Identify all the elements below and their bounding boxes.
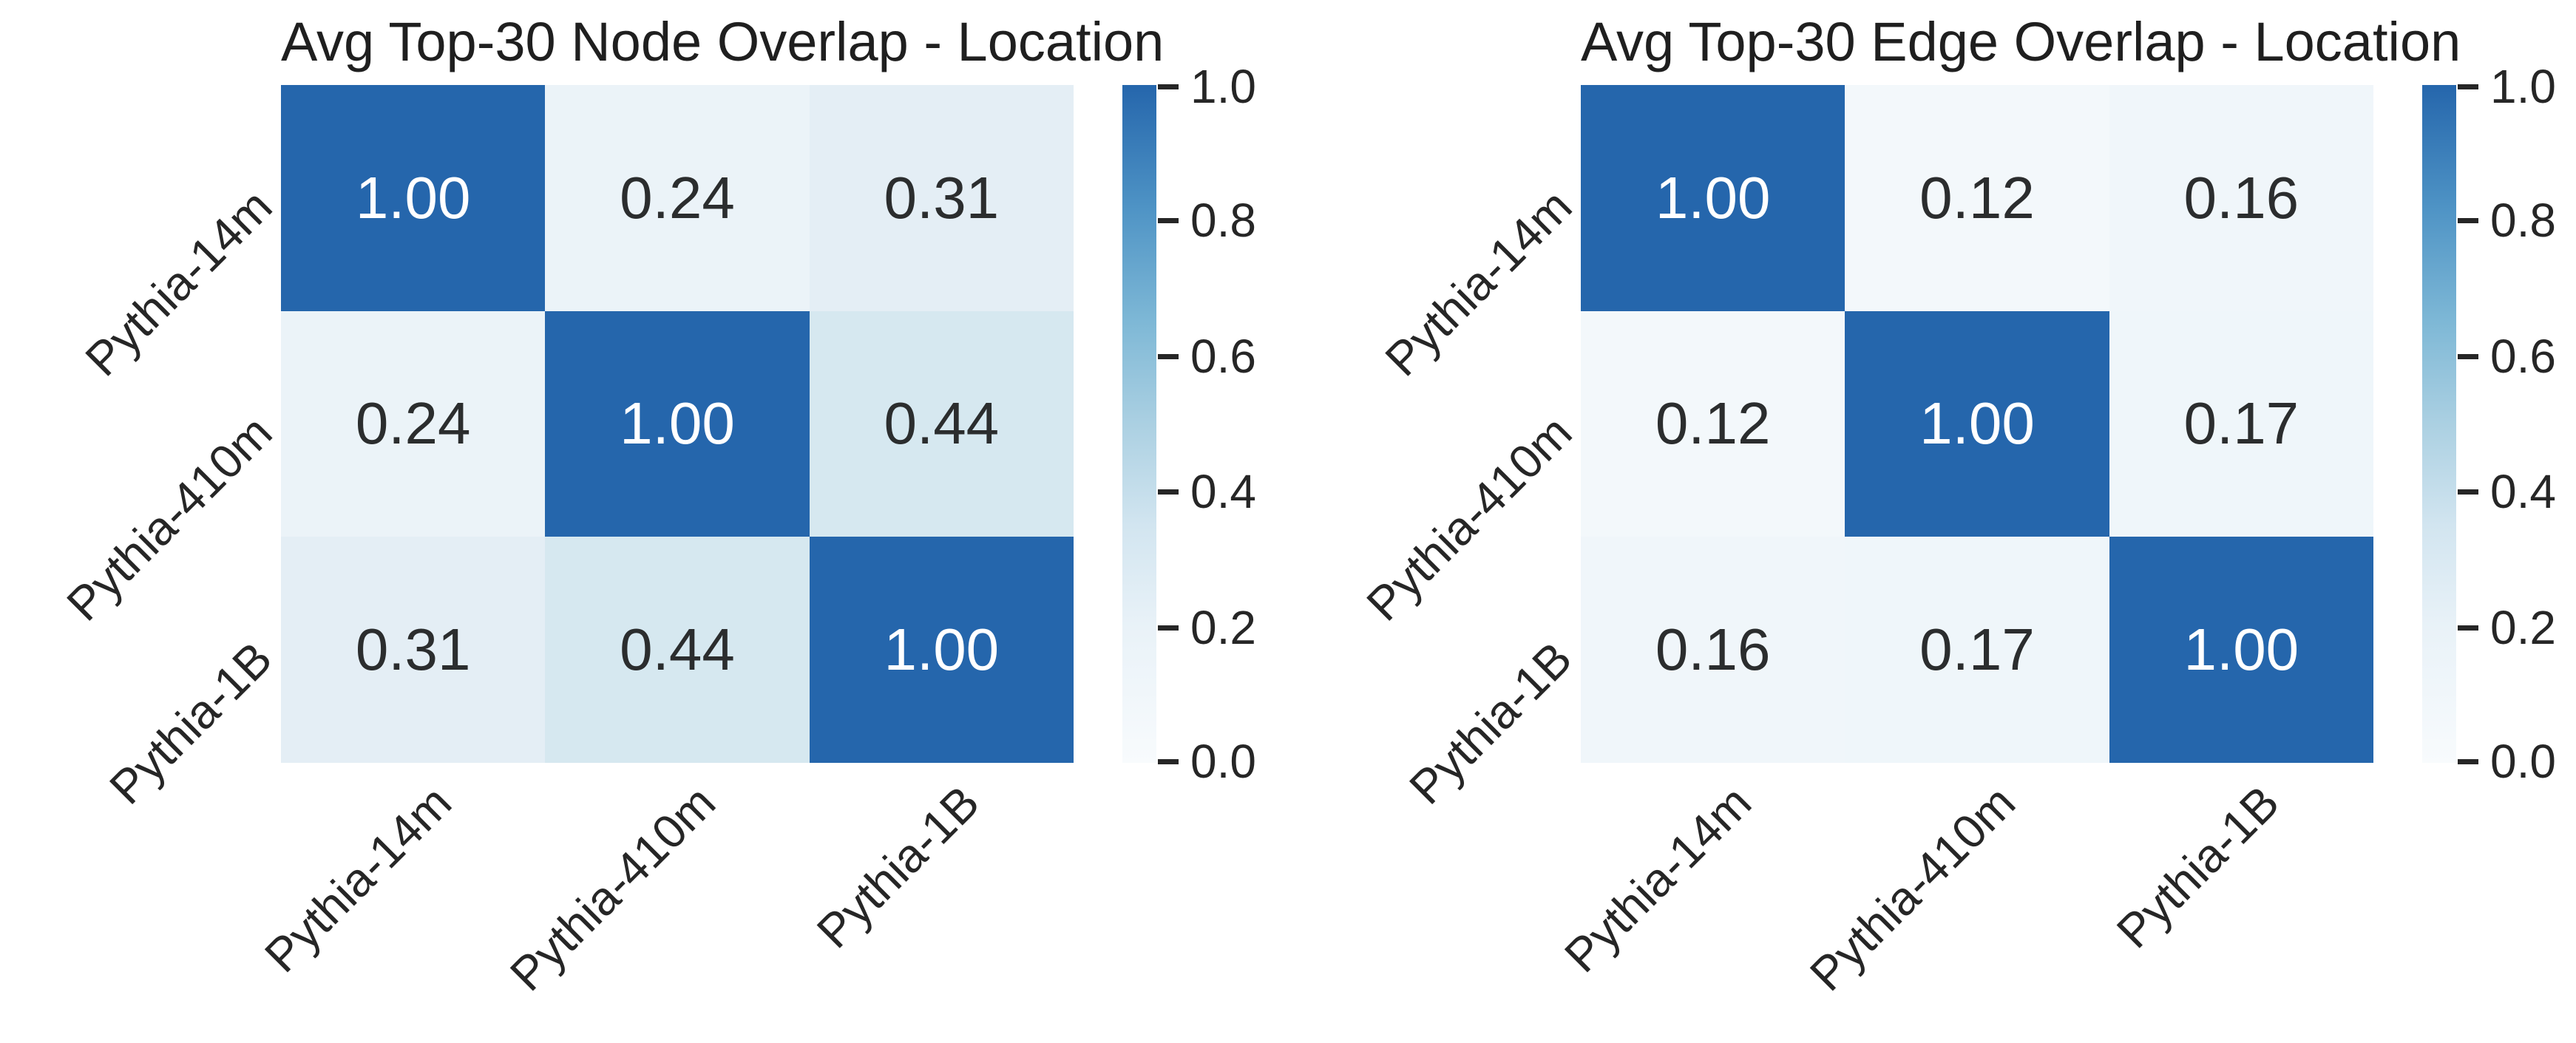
heatmap-cell: 1.00 xyxy=(2109,537,2373,763)
colorbar xyxy=(1122,85,1156,763)
heatmap-cell: 0.24 xyxy=(281,310,546,537)
colorbar-tick-label: 0.8 xyxy=(1190,194,1256,247)
cell-value: 0.16 xyxy=(1655,616,1771,683)
y-tick-label: Pythia-410m xyxy=(56,405,282,631)
heatmap-cell: 1.00 xyxy=(1581,85,1845,311)
panel-title: Avg Top-30 Node Overlap - Location xyxy=(281,11,1165,72)
heatmap-grid: 1.00 0.12 0.16 0.12 1.00 0.17 0.16 0.17 … xyxy=(1581,85,2373,763)
colorbar-tick-label: 0.2 xyxy=(1190,601,1256,654)
cell-value: 0.44 xyxy=(620,616,735,683)
x-tick-label: Pythia-410m xyxy=(500,775,726,1002)
cell-value: 1.00 xyxy=(1919,390,2035,457)
x-tick-label: Pythia-14m xyxy=(254,775,462,982)
heatmap-cell: 1.00 xyxy=(1845,310,2109,537)
cell-value: 1.00 xyxy=(355,164,471,231)
colorbar-tick: 0.2 xyxy=(1158,604,1256,651)
tick-mark xyxy=(2458,84,2478,89)
y-tick-label: Pythia-1B xyxy=(99,631,282,815)
colorbar xyxy=(2422,85,2456,763)
tick-mark xyxy=(2458,217,2478,223)
colorbar-tick-label: 0.6 xyxy=(1190,330,1256,383)
cell-value: 1.00 xyxy=(884,616,1000,683)
x-tick-label: Pythia-1B xyxy=(2106,775,2290,959)
colorbar-tick: 0.6 xyxy=(1158,333,1256,380)
heatmap-cell: 0.31 xyxy=(809,85,1074,311)
heatmap-cell: 1.00 xyxy=(809,537,1074,763)
y-tick-label: Pythia-410m xyxy=(1356,405,1582,631)
heatmap-cell: 1.00 xyxy=(281,85,546,311)
heatmap-panel-node-overlap: Avg Top-30 Node Overlap - Location 1.00 … xyxy=(56,11,1256,1002)
heatmap-grid: 1.00 0.24 0.31 0.24 1.00 0.44 0.31 0.44 … xyxy=(281,85,1074,763)
colorbar-tick: 1.0 xyxy=(2458,63,2556,110)
cell-value: 1.00 xyxy=(620,390,735,457)
cell-value: 0.24 xyxy=(620,164,735,231)
cell-value: 0.44 xyxy=(884,390,1000,457)
cell-value: 1.00 xyxy=(2183,616,2299,683)
cell-value: 0.31 xyxy=(884,164,1000,231)
tick-mark xyxy=(1158,84,1179,89)
heatmap-cell: 0.44 xyxy=(809,310,1074,537)
heatmap-cell: 1.00 xyxy=(545,310,810,537)
colorbar-tick-label: 0.0 xyxy=(1190,735,1256,788)
heatmap-panel-edge-overlap: Avg Top-30 Edge Overlap - Location 1.00 … xyxy=(1300,0,2576,1043)
cell-value: 0.31 xyxy=(355,616,471,683)
colorbar-tick: 0.4 xyxy=(2458,468,2556,515)
cell-value: 0.17 xyxy=(2183,390,2299,457)
tick-mark xyxy=(2458,758,2478,764)
cell-value: 0.12 xyxy=(1655,390,1771,457)
heatmap-cell: 0.17 xyxy=(1845,537,2109,763)
colorbar-tick-label: 0.6 xyxy=(2490,330,2556,383)
y-tick-label: Pythia-1B xyxy=(1399,631,1582,815)
tick-mark xyxy=(2458,625,2478,631)
cell-value: 0.17 xyxy=(1919,616,2035,683)
heatmap-cell: 0.44 xyxy=(545,537,810,763)
tick-mark xyxy=(2458,353,2478,359)
heatmap-cell: 0.16 xyxy=(2109,85,2373,311)
heatmap-cell: 0.17 xyxy=(2109,310,2373,537)
colorbar-tick-label: 1.0 xyxy=(2490,60,2556,113)
x-tick-label: Pythia-410m xyxy=(1800,775,2026,1002)
tick-mark xyxy=(1158,353,1179,359)
cell-value: 0.24 xyxy=(355,390,471,457)
colorbar-tick-label: 0.4 xyxy=(1190,465,1256,518)
heatmap-cell: 0.24 xyxy=(545,85,810,311)
heatmap-cell: 0.16 xyxy=(1581,537,1845,763)
tick-mark xyxy=(1158,625,1179,631)
x-tick-label: Pythia-14m xyxy=(1554,775,1762,982)
x-tick-label: Pythia-1B xyxy=(806,775,990,959)
colorbar-tick: 0.8 xyxy=(1158,197,1256,244)
cell-value: 0.12 xyxy=(1919,164,2035,231)
colorbar-tick: 0.4 xyxy=(1158,468,1256,515)
colorbar-tick: 0.0 xyxy=(2458,738,2556,785)
colorbar-tick: 0.8 xyxy=(2458,197,2556,244)
colorbar-tick-label: 0.4 xyxy=(2490,465,2556,518)
colorbar-tick: 0.0 xyxy=(1158,738,1256,785)
heatmap-cell: 0.12 xyxy=(1845,85,2109,311)
colorbar-tick: 1.0 xyxy=(1158,63,1256,110)
heatmap-cell: 0.12 xyxy=(1581,310,1845,537)
tick-mark xyxy=(2458,489,2478,495)
tick-mark xyxy=(1158,489,1179,495)
colorbar-tick-label: 0.8 xyxy=(2490,194,2556,247)
heatmap-cell: 0.31 xyxy=(281,537,546,763)
panel-title: Avg Top-30 Edge Overlap - Location xyxy=(1581,11,2461,72)
y-tick-label: Pythia-14m xyxy=(1375,179,1582,387)
colorbar-tick-label: 0.0 xyxy=(2490,735,2556,788)
colorbar-tick: 0.6 xyxy=(2458,333,2556,380)
colorbar-tick: 0.2 xyxy=(2458,604,2556,651)
y-tick-label: Pythia-14m xyxy=(75,179,282,387)
cell-value: 0.16 xyxy=(2183,164,2299,231)
colorbar-tick-label: 0.2 xyxy=(2490,601,2556,654)
cell-value: 1.00 xyxy=(1655,164,1771,231)
tick-mark xyxy=(1158,758,1179,764)
colorbar-tick-label: 1.0 xyxy=(1190,60,1256,113)
tick-mark xyxy=(1158,217,1179,223)
